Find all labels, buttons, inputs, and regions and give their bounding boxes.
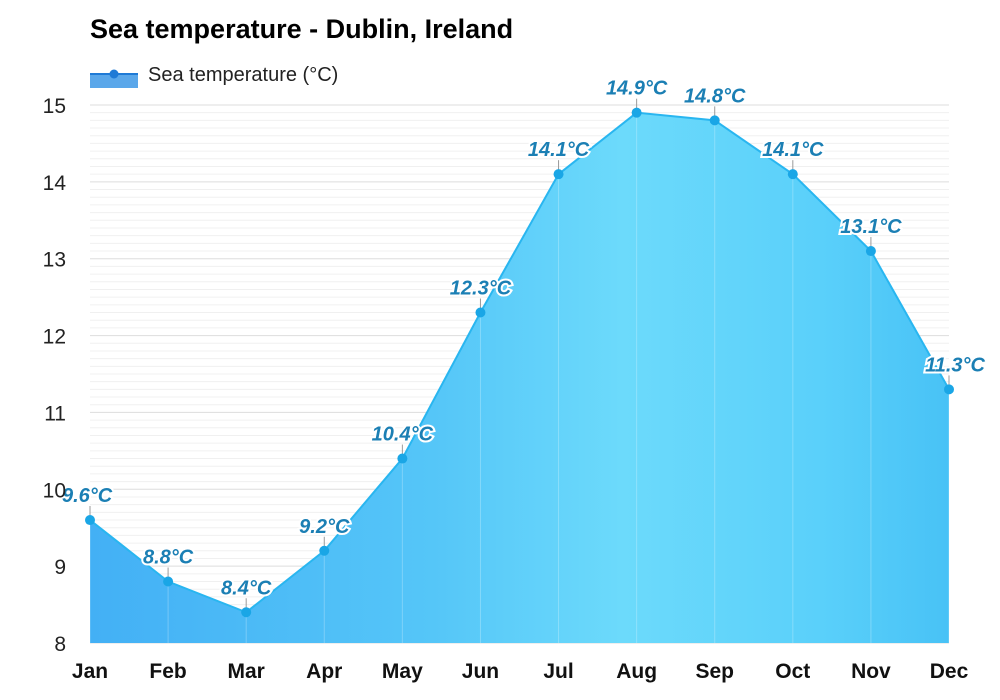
- x-tick-label-mar: Mar: [228, 660, 265, 683]
- data-label-layer: 9.6°C 8.8°C 8.4°C 9.2°C 10.4°C 12.3°C 14.1°C 14…: [60, 76, 988, 602]
- data-point-mar[interactable]: [241, 607, 252, 618]
- data-point-oct[interactable]: [787, 169, 798, 180]
- data-point-nov[interactable]: [865, 246, 876, 257]
- x-tick-label-jul: Jul: [543, 660, 573, 683]
- data-label-jul: 14.1°C: [528, 139, 590, 161]
- data-point-jun[interactable]: [475, 307, 486, 318]
- x-tick-label-feb: Feb: [149, 660, 186, 683]
- series-line: [89, 111, 950, 614]
- x-tick-label-oct: Oct: [775, 660, 810, 683]
- y-tick-label: 15: [43, 95, 66, 118]
- y-tick-label: 12: [43, 326, 66, 349]
- y-tick-label: 10: [43, 479, 66, 502]
- data-point-apr[interactable]: [319, 545, 330, 556]
- y-tick-label: 8: [54, 633, 66, 656]
- area-layer: [89, 111, 950, 643]
- x-tick-label-jun: Jun: [462, 660, 499, 683]
- data-point-jul[interactable]: [553, 169, 564, 180]
- chart-title: Sea temperature - Dublin, Ireland: [90, 14, 514, 44]
- y-tick-label: 13: [43, 249, 66, 272]
- data-label-feb: 8.8°C: [143, 547, 194, 569]
- data-label-aug: 14.9°C: [606, 78, 668, 100]
- data-point-sep[interactable]: [709, 115, 720, 126]
- data-point-dec[interactable]: [944, 384, 954, 395]
- data-label-jun: 12.3°C: [450, 278, 512, 300]
- data-point-jan[interactable]: [85, 515, 95, 526]
- x-tick-label-dec: Dec: [930, 660, 969, 683]
- data-label-mar: 8.4°C: [221, 577, 272, 599]
- data-label-oct: 14.1°C: [762, 139, 824, 161]
- x-tick-label-nov: Nov: [851, 660, 891, 683]
- x-tick-label-may: May: [382, 660, 423, 683]
- legend-label: Sea temperature (°C): [148, 63, 339, 86]
- data-point-may[interactable]: [397, 453, 408, 464]
- x-tick-label-jan: Jan: [72, 660, 108, 683]
- data-label-dec: 11.3°C: [925, 354, 985, 376]
- point-layer: [85, 98, 954, 618]
- y-tick-label: 14: [43, 172, 67, 195]
- area-fill: [90, 112, 949, 643]
- x-tick-label-apr: Apr: [306, 660, 342, 683]
- data-point-aug[interactable]: [631, 107, 642, 118]
- data-label-nov: 13.1°C: [840, 216, 902, 238]
- axis-layer: 8 9 10 11 12 13 14 15 Jan Feb Mar Apr May Jun Jul Aug Se…: [43, 95, 969, 683]
- x-tick-label-aug: Aug: [616, 660, 657, 683]
- legend-swatch-icon: [90, 69, 138, 88]
- data-label-may: 10.4°C: [372, 424, 434, 446]
- data-label-jan: 9.6°C: [62, 485, 113, 507]
- x-tick-label-sep: Sep: [695, 660, 734, 683]
- legend[interactable]: Sea temperature (°C): [90, 62, 338, 88]
- data-label-sep: 14.8°C: [684, 85, 746, 107]
- y-tick-label: 11: [44, 402, 66, 425]
- data-point-feb[interactable]: [163, 576, 174, 587]
- data-label-apr: 9.2°C: [299, 516, 350, 538]
- y-tick-label: 9: [54, 556, 66, 579]
